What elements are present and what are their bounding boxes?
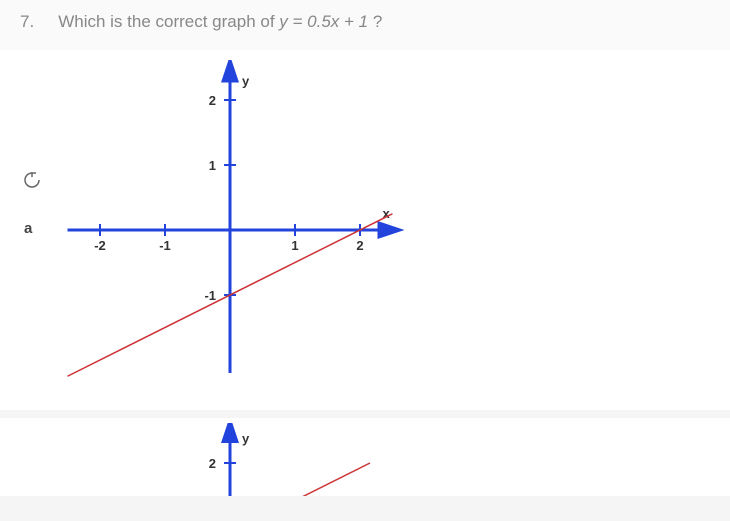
svg-text:2: 2 bbox=[209, 93, 216, 108]
svg-text:2: 2 bbox=[209, 456, 216, 471]
svg-text:1: 1 bbox=[209, 158, 216, 173]
option-a-panel: a -2-11221-1xy bbox=[0, 50, 730, 410]
refresh-icon[interactable] bbox=[22, 170, 42, 195]
question-number: 7. bbox=[20, 12, 34, 32]
option-a-graph: -2-11221-1xy bbox=[60, 60, 430, 405]
svg-text:y: y bbox=[242, 431, 250, 446]
question-suffix: ? bbox=[373, 12, 382, 31]
svg-text:-1: -1 bbox=[159, 238, 171, 253]
question-text: Which is the correct graph of y = 0.5x +… bbox=[58, 12, 382, 32]
svg-text:-2: -2 bbox=[94, 238, 106, 253]
question-row: 7. Which is the correct graph of y = 0.5… bbox=[0, 0, 730, 50]
svg-text:1: 1 bbox=[291, 238, 298, 253]
svg-text:-1: -1 bbox=[204, 288, 216, 303]
question-equation: y = 0.5x + 1 bbox=[279, 12, 368, 31]
svg-text:2: 2 bbox=[356, 238, 363, 253]
option-b-panel-partial: 2y bbox=[0, 418, 730, 496]
svg-text:y: y bbox=[242, 74, 250, 89]
option-b-graph-partial: 2y bbox=[60, 423, 430, 496]
question-prefix: Which is the correct graph of bbox=[58, 12, 279, 31]
option-a-label: a bbox=[24, 220, 32, 237]
